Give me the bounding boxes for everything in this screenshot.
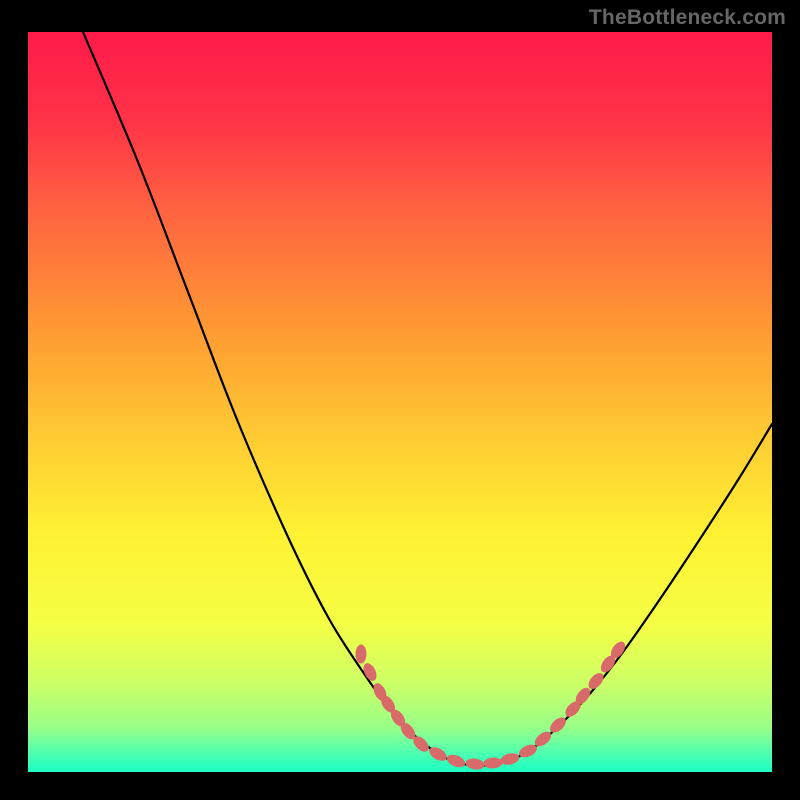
plot-area [28, 32, 772, 772]
chart-svg [28, 32, 772, 772]
watermark-text: TheBottleneck.com [589, 6, 786, 30]
curve-marker [356, 645, 367, 664]
chart-container: TheBottleneck.com [0, 0, 800, 800]
gradient-background [28, 32, 772, 772]
